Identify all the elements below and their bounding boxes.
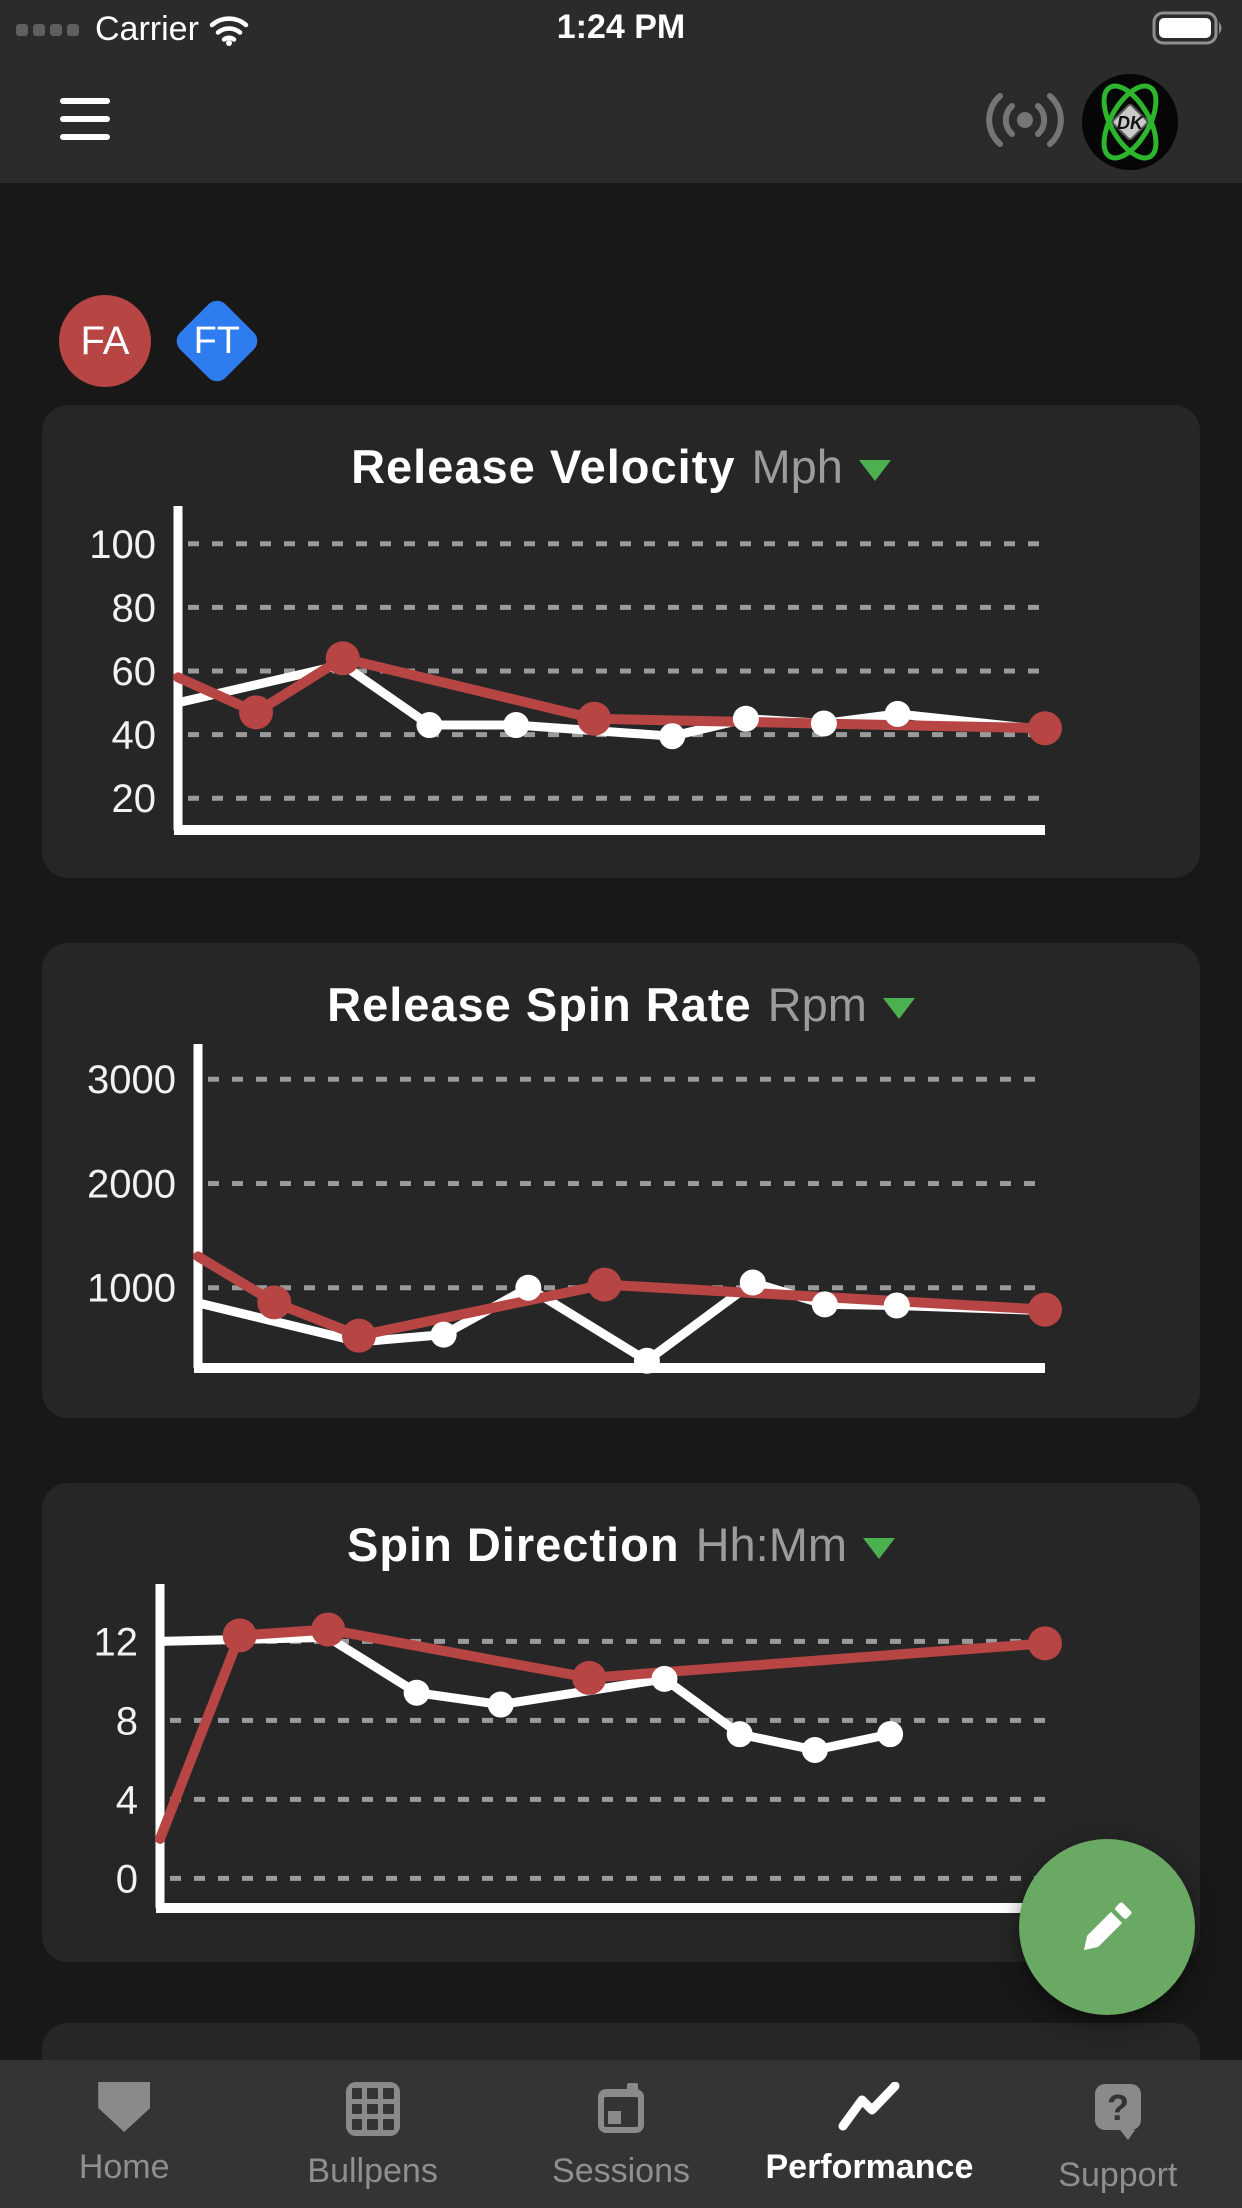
- help-bubble-icon: ?: [1094, 2084, 1141, 2140]
- badge-fa-label: FA: [80, 318, 130, 363]
- svg-text:80: 80: [112, 586, 157, 630]
- badge-ft[interactable]: FT: [171, 295, 263, 387]
- calendar-icon: [598, 2083, 645, 2133]
- unit-dropdown[interactable]: Rpm: [768, 977, 915, 1032]
- carrier-label: Carrier: [95, 10, 199, 48]
- svg-text:100: 100: [89, 523, 156, 567]
- svg-text:4: 4: [116, 1778, 138, 1822]
- tab-sessions[interactable]: Sessions: [497, 2060, 745, 2208]
- svg-text:1000: 1000: [87, 1267, 176, 1311]
- status-left: Carrier: [16, 10, 249, 49]
- profile-logo[interactable]: DK: [1082, 74, 1178, 170]
- chart-title: Release Spin Rate: [327, 978, 752, 1031]
- chart-title: Spin Direction: [346, 1518, 680, 1571]
- chart-unit: Hh:Mm: [695, 1518, 848, 1571]
- logo-text: DK: [1117, 113, 1145, 133]
- unit-dropdown[interactable]: Hh:Mm: [695, 1517, 896, 1572]
- release-velocity-title-row: Release Velocity Mph: [42, 439, 1200, 494]
- svg-text:8: 8: [116, 1699, 138, 1743]
- svg-text:40: 40: [112, 714, 157, 758]
- spin-direction-card: Spin Direction Hh:Mm 12 8 4 0: [42, 1483, 1200, 1962]
- trend-line-icon: [838, 2082, 900, 2131]
- badge-fa[interactable]: FA: [59, 295, 151, 387]
- battery-icon: [1152, 10, 1226, 46]
- chevron-down-icon: [858, 460, 891, 481]
- chart-unit: Mph: [751, 440, 843, 493]
- tab-label: Sessions: [552, 2152, 690, 2190]
- svg-text:3000: 3000: [87, 1058, 176, 1102]
- tab-label: Performance: [765, 2148, 974, 2186]
- chart-unit: Rpm: [767, 978, 867, 1031]
- unit-dropdown[interactable]: Mph: [751, 439, 891, 494]
- svg-text:0: 0: [116, 1857, 138, 1901]
- clock: 1:24 PM: [556, 8, 686, 46]
- tab-label: Support: [1058, 2156, 1178, 2194]
- tab-home[interactable]: Home: [0, 2060, 248, 2208]
- grid-icon: [345, 2082, 400, 2136]
- tab-label: Home: [78, 2148, 170, 2186]
- release-spin-rate-title-row: Release Spin Rate Rpm: [42, 977, 1200, 1032]
- svg-text:20: 20: [112, 777, 157, 821]
- pitch-type-badges: FA FT: [59, 295, 263, 387]
- spin-direction-title-row: Spin Direction Hh:Mm: [42, 1517, 1200, 1572]
- menu-icon[interactable]: [60, 98, 110, 140]
- tab-support[interactable]: ? Support: [994, 2060, 1242, 2208]
- svg-text:?: ?: [1107, 2087, 1129, 2128]
- tab-performance[interactable]: Performance: [745, 2060, 993, 2208]
- chevron-down-icon: [863, 1538, 896, 1559]
- spin-direction-chart: 12 8 4 0: [94, 1584, 1062, 1913]
- release-velocity-chart: 100 80 60 40 20: [89, 506, 1062, 835]
- sensor-broadcast-icon[interactable]: [985, 80, 1065, 160]
- svg-text:2000: 2000: [87, 1162, 176, 1206]
- pencil-icon: [1083, 1902, 1132, 1951]
- release-spin-rate-card: Release Spin Rate Rpm 3000 2000 1000: [42, 943, 1200, 1418]
- release-spin-rate-chart: 3000 2000 1000: [87, 1044, 1062, 1374]
- badge-ft-label: FT: [193, 319, 241, 362]
- header: Carrier 1:24 PM: [0, 0, 1242, 183]
- status-bar: Carrier 1:24 PM: [0, 0, 1242, 58]
- wifi-icon: [209, 16, 249, 46]
- svg-text:12: 12: [94, 1620, 139, 1664]
- tab-label: Bullpens: [307, 2152, 438, 2190]
- release-velocity-card: Release Velocity Mph 100 80 60 40 20: [42, 405, 1200, 878]
- signal-strength-icon: [16, 23, 79, 36]
- tab-bar: Home Bullpens Sessions Performance ? Sup…: [0, 2060, 1242, 2208]
- nav-row: DK: [0, 58, 1242, 183]
- chevron-down-icon: [882, 998, 915, 1019]
- svg-text:60: 60: [112, 650, 157, 694]
- tab-bullpens[interactable]: Bullpens: [248, 2060, 496, 2208]
- home-plate-icon: [98, 2082, 151, 2132]
- chart-title: Release Velocity: [351, 440, 736, 493]
- edit-fab-button[interactable]: [1019, 1839, 1195, 2015]
